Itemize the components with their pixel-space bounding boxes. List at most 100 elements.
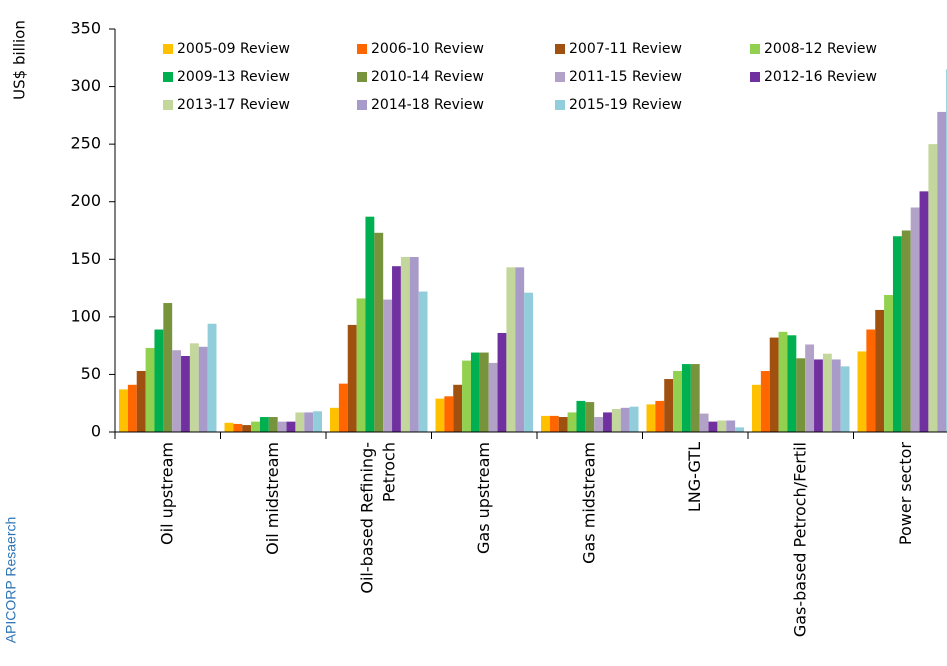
bar: [673, 370, 682, 432]
bar: [805, 344, 815, 432]
bar: [444, 396, 454, 432]
bar: [251, 421, 260, 432]
bar: [347, 324, 357, 432]
bar: [488, 362, 498, 432]
bar: [479, 352, 489, 432]
bar: [515, 267, 525, 432]
legend-label: 2011-15 Review: [569, 69, 682, 85]
bar: [400, 256, 410, 432]
legend-swatch: [163, 100, 173, 110]
bar: [506, 267, 516, 432]
bar: [277, 421, 287, 432]
legend-swatch: [163, 44, 173, 54]
bar: [567, 412, 577, 432]
bar: [840, 366, 850, 432]
bar: [892, 236, 902, 432]
legend-label: 2015-19 Review: [569, 97, 682, 113]
bar: [163, 303, 173, 432]
bar: [752, 384, 761, 432]
bar: [549, 415, 559, 432]
legend-label: 2006-10 Review: [371, 41, 484, 57]
bar: [646, 404, 656, 432]
y-tick-label: 150: [70, 249, 101, 268]
bar: [242, 425, 252, 432]
bar: [620, 407, 630, 432]
legend-label: 2008-12 Review: [764, 41, 877, 57]
bar: [796, 358, 806, 432]
y-tick-label: 0: [91, 422, 101, 441]
bar: [760, 370, 770, 432]
bar: [655, 400, 665, 432]
y-tick-label: 350: [70, 19, 101, 38]
bar: [374, 232, 384, 432]
y-tick-label: 200: [70, 191, 101, 210]
legend-label: 2009-13 Review: [177, 69, 290, 85]
legend-label: 2012-16 Review: [764, 69, 877, 85]
x-tick-label: Oil midstream: [263, 442, 282, 555]
bar: [313, 411, 322, 432]
x-tick-label: Oil upstream: [157, 442, 176, 545]
bar: [392, 266, 401, 432]
bar: [383, 299, 393, 432]
bar: [268, 417, 278, 432]
x-tick-label: Petroch: [379, 442, 398, 502]
bar: [857, 351, 867, 432]
bar: [726, 420, 736, 432]
bar: [778, 331, 788, 432]
bar: [866, 329, 876, 432]
bar: [295, 412, 305, 432]
legend-label: 2005-09 Review: [177, 41, 290, 57]
bar: [418, 291, 428, 432]
bar: [462, 360, 471, 432]
x-tick-label: Gas midstream: [579, 442, 598, 564]
bar: [735, 427, 744, 432]
legend-swatch: [163, 72, 173, 82]
bar: [937, 111, 947, 432]
bar: [338, 383, 348, 432]
y-tick-label: 300: [70, 76, 101, 95]
y-axis-label: US$ billion: [11, 20, 29, 100]
bar: [259, 417, 269, 432]
legend-label: 2013-17 Review: [177, 97, 290, 113]
bar: [136, 370, 146, 432]
bar: [910, 207, 920, 432]
bar: [286, 421, 296, 432]
bar: [154, 329, 164, 432]
bar: [198, 346, 208, 432]
source-note: APICORP Resaerch: [3, 517, 19, 644]
bar: [664, 379, 674, 432]
x-tick-label: Power sector: [896, 442, 915, 546]
bar: [901, 230, 911, 432]
bar: [629, 406, 639, 432]
bar: [884, 294, 893, 432]
legend-swatch: [357, 100, 367, 110]
bar: [453, 384, 463, 432]
x-tick-label: Gas upstream: [474, 442, 493, 554]
bar: [690, 364, 700, 432]
bar: [585, 402, 595, 432]
bar: [558, 417, 568, 432]
bar: [470, 352, 480, 432]
bar: [330, 407, 339, 432]
bar: [233, 423, 243, 432]
bar: [541, 415, 550, 432]
y-tick-label: 250: [70, 134, 101, 153]
bar: [145, 347, 155, 432]
bar: [928, 144, 938, 432]
bar: [304, 412, 314, 432]
bar: [181, 356, 190, 432]
bar: [787, 335, 797, 432]
legend-swatch: [555, 100, 565, 110]
x-tick-label: LNG-GTL: [685, 442, 704, 512]
legend-swatch: [750, 44, 760, 54]
bar: [119, 389, 128, 432]
bar: [409, 256, 419, 432]
bar: [172, 350, 182, 432]
bar: [769, 337, 779, 432]
bar: [576, 400, 586, 432]
x-tick-label: Gas-based Petroch/Fertil: [790, 442, 809, 637]
bar: [365, 216, 375, 432]
legend-swatch: [357, 72, 367, 82]
bar: [189, 343, 199, 432]
